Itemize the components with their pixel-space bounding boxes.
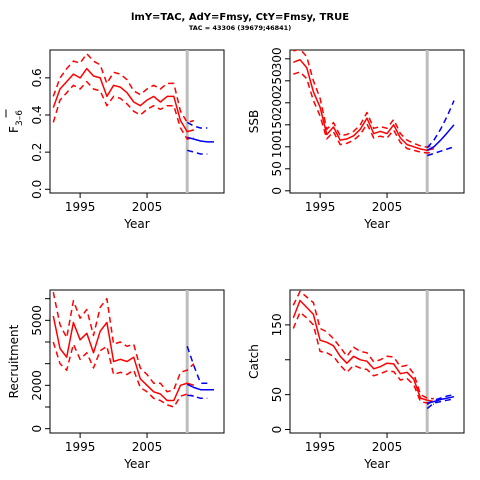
projection-ci-line [426,146,455,157]
y-tick-label: 0 [270,426,284,434]
x-tick-label: 1995 [65,440,96,454]
y-tick-label: 50 [270,387,284,402]
historical-ci-line [293,50,435,148]
projection-median-line [186,383,214,391]
series-group [52,52,214,155]
projection-ci-line [186,346,208,384]
projection-ci-line [426,398,455,410]
historical-median-line [52,315,195,402]
recruitment-panel: 1995 2005 0 2000 5000 Year Recruitment [7,289,225,471]
x-axis-title: Year [123,457,149,471]
series-group [292,290,455,410]
y-tick-label: 100 [270,135,284,158]
projection-ci-line [186,121,208,129]
plot-frame [49,49,225,194]
x-tick-label: 2005 [132,200,163,214]
historical-ci-line [292,311,435,406]
historical-ci-line [52,292,195,393]
y-axis-title: F3–6 [7,110,25,133]
y-tick-label: 250 [270,69,284,92]
series-group [52,292,214,408]
y-axis-title: Catch [247,344,261,379]
y-tick-label: 0.4 [30,105,44,124]
f-panel: 1995 2005 0.0 0.2 0.4 0.6 Year F3–6 [5,49,225,231]
x-tick-label: 2005 [372,200,403,214]
historical-median-line [292,299,435,403]
y-tick-label: 0.6 [30,68,44,87]
historical-ci-line [52,52,195,124]
y-tick-label: 2000 [30,370,44,401]
y-tick-label: 50 [270,161,284,176]
y-tick-label: 0.0 [30,180,44,199]
projection-ci-line [426,100,455,149]
plot-frame [289,49,465,194]
y-tick-label: 5000 [30,305,44,336]
historical-median-line [52,67,195,133]
x-tick-label: 1995 [65,200,96,214]
figure-title: lmY=TAC, AdY=Fmsy, CtY=Fmsy, TRUE [131,12,349,23]
projection-median-line [187,136,214,143]
series-group [293,50,455,157]
x-axis-title: Year [363,457,389,471]
plot-frame [49,289,225,434]
projection-ci-line [187,149,208,155]
x-tick-label: 1995 [305,440,336,454]
y-tick-label: 150 [270,113,284,136]
historical-ci-line [52,341,195,408]
x-tick-label: 1995 [305,200,336,214]
historical-ci-line [52,80,195,140]
y-tick-label: 0 [30,425,44,433]
y-tick-label: 0 [270,187,284,195]
catch-panel: 1995 2005 0 50 150 Year Catch [247,289,465,471]
plot-frame [289,289,465,434]
x-tick-label: 2005 [132,440,163,454]
y-axis-title: Recruitment [7,324,21,398]
figure-subtitle: TAC = 43306 (39679;46841) [189,24,291,32]
x-axis-title: Year [363,217,389,231]
y-tick-label: 300 [270,47,284,70]
y-tick-label: 150 [270,313,284,336]
projection-ci-line [426,393,455,406]
y-tick-label: 0.2 [30,143,44,162]
historical-ci-line [293,71,434,154]
projection-ci-line [187,394,208,400]
projection-median-line [426,124,455,151]
historical-median-line [293,58,435,152]
x-axis-title: Year [123,217,149,231]
y-axis-title: SSB [247,110,261,133]
historical-ci-line [292,290,434,400]
y-tick-label: 200 [270,91,284,114]
x-tick-label: 2005 [372,440,403,454]
